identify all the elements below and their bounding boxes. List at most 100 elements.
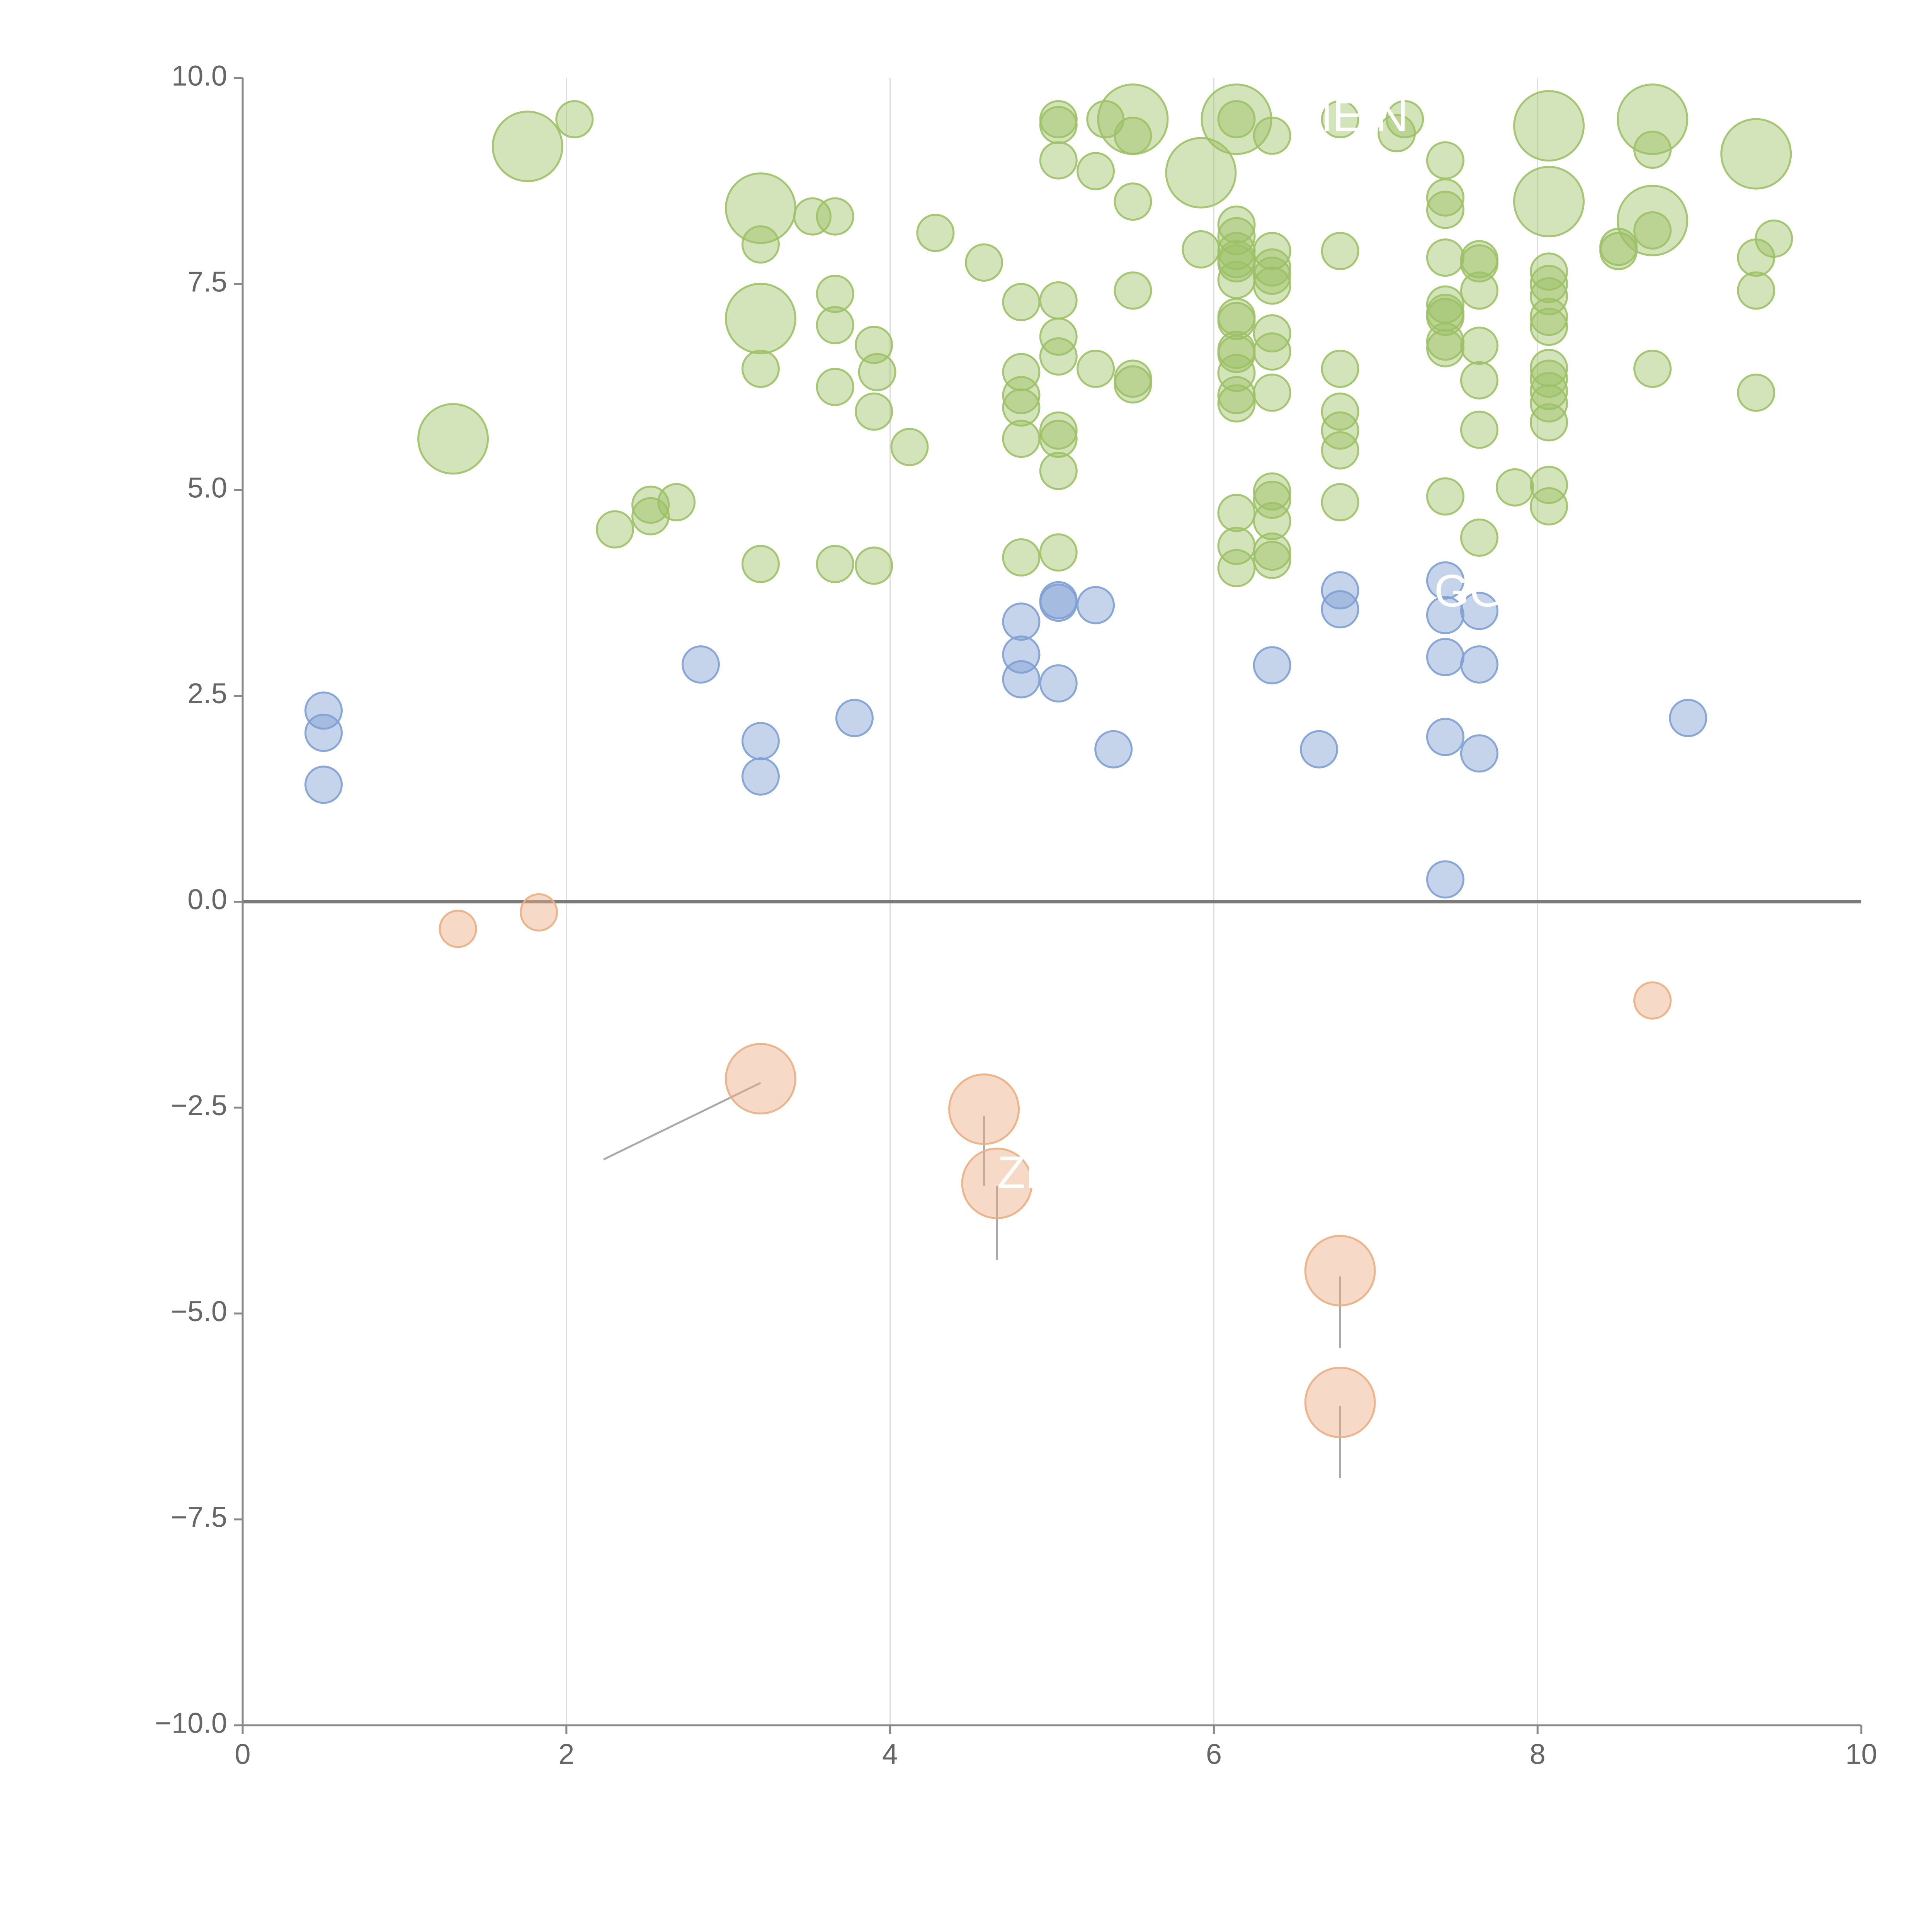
bubble-high (1513, 166, 1585, 238)
bubble-high (816, 274, 854, 313)
x-tick-label: 0 (235, 1738, 250, 1770)
bubble-mid (1300, 730, 1338, 769)
bubble-high (741, 225, 780, 264)
bubble-mid (1669, 699, 1708, 737)
bubble-low (724, 1043, 796, 1115)
bubble-high (793, 197, 832, 236)
axes: 10.0 7.5 5.0 2.5 0.0 −2.5 −5.0 −7.5 −10.00 2 4 6 8 10 (155, 60, 1877, 1770)
bubble-high (1617, 83, 1689, 155)
bubble-high (855, 546, 893, 585)
bubble-high (1496, 468, 1534, 507)
bubble-high (1426, 329, 1464, 367)
bubble-high (1217, 205, 1256, 244)
bubble-high (816, 367, 854, 406)
bubble-high (1217, 217, 1256, 255)
bubble-mid (1002, 660, 1041, 699)
bubble-high (595, 510, 634, 549)
annotations: ZH GG MEIN (997, 90, 1505, 1198)
bubble-high (816, 306, 854, 344)
y-tick-label: 7.5 (187, 265, 227, 298)
bubble-high (1002, 420, 1041, 458)
y-tick-label: 2.5 (187, 677, 227, 709)
y-tick-label: −10.0 (155, 1707, 227, 1739)
bubble-high (816, 197, 854, 236)
bubble-mid (741, 722, 780, 760)
bubble-high (555, 100, 594, 139)
bubble-high (1426, 178, 1464, 217)
bubble-high (1039, 411, 1078, 450)
bubble-high (724, 282, 796, 354)
bubble-mid (1426, 638, 1464, 676)
y-tick-label: 5.0 (187, 471, 227, 503)
bubble-high (1182, 230, 1220, 269)
bubble-high (1002, 538, 1041, 577)
bubble-high (965, 243, 1003, 282)
bubble-high (492, 111, 563, 182)
bubble-high (1217, 302, 1256, 340)
bubble-mid (1426, 718, 1464, 756)
bubble-high (1253, 257, 1291, 295)
connector-line (603, 1082, 761, 1160)
bubble-high (1217, 260, 1256, 299)
bubble-low (1304, 1366, 1376, 1438)
bubble-mid (1460, 734, 1498, 773)
bubble-mid (741, 757, 780, 796)
bubble-high (1530, 403, 1568, 442)
bubble-low (520, 893, 558, 932)
bubble-high (1114, 116, 1152, 155)
bubbles (304, 83, 1793, 1438)
bubble-high (1039, 141, 1078, 180)
bubble-mid (304, 714, 343, 752)
bubble-mid (1460, 592, 1498, 630)
bubble-label: MEIN (1294, 90, 1408, 141)
bubble-label: GG (1434, 566, 1505, 617)
bubble-high (1039, 452, 1078, 490)
bubble-high (1114, 271, 1152, 310)
bubble-mid (835, 699, 874, 737)
bubble-high (1530, 372, 1568, 410)
bubble-mid (1321, 590, 1359, 629)
bubble-high (1253, 502, 1291, 541)
bubble-high (1217, 549, 1256, 587)
bubble-high (1165, 137, 1237, 209)
bubble-high (1217, 100, 1256, 139)
bubble-label: ZH (997, 1147, 1058, 1198)
bubble-high (1378, 114, 1416, 153)
bubble-high (1426, 477, 1464, 516)
bubble-high (1460, 244, 1498, 283)
bubble-high (1039, 281, 1078, 320)
bubble-high (855, 392, 893, 431)
bubble-high (816, 545, 854, 583)
y-tick-label: −2.5 (171, 1089, 227, 1121)
bubble-high (1460, 518, 1498, 557)
bubble-high (858, 353, 896, 391)
bubble-high (1460, 327, 1498, 365)
bubble-mid (304, 691, 343, 730)
bubble-high (1039, 105, 1078, 144)
bubble-high (1530, 298, 1568, 336)
bubble-high (1253, 532, 1291, 571)
bubble-high (1253, 332, 1291, 371)
bubble-high (1253, 373, 1291, 412)
bubble-high (1460, 271, 1498, 310)
bubble-high (1253, 472, 1291, 511)
bubble-low (948, 1073, 1020, 1145)
bubble-high (1633, 211, 1672, 250)
bubble-mid (1002, 602, 1041, 641)
bubble-high (1077, 152, 1115, 190)
bubble-high (1253, 116, 1291, 155)
y-tick-label: −7.5 (171, 1501, 227, 1533)
bubble-high (916, 214, 955, 252)
bubble-high (1253, 266, 1291, 305)
y-tick-label: 0.0 (187, 883, 227, 915)
bubble-high (1217, 354, 1256, 392)
bubble-high (1039, 337, 1078, 376)
bubble-high (1002, 283, 1041, 321)
bubble-high (417, 403, 489, 475)
bubble-high (890, 428, 929, 466)
bubble-high (1321, 349, 1359, 388)
bubble-high (1460, 410, 1498, 449)
bubble-mid (1039, 664, 1078, 703)
bubble-high (1426, 238, 1464, 277)
